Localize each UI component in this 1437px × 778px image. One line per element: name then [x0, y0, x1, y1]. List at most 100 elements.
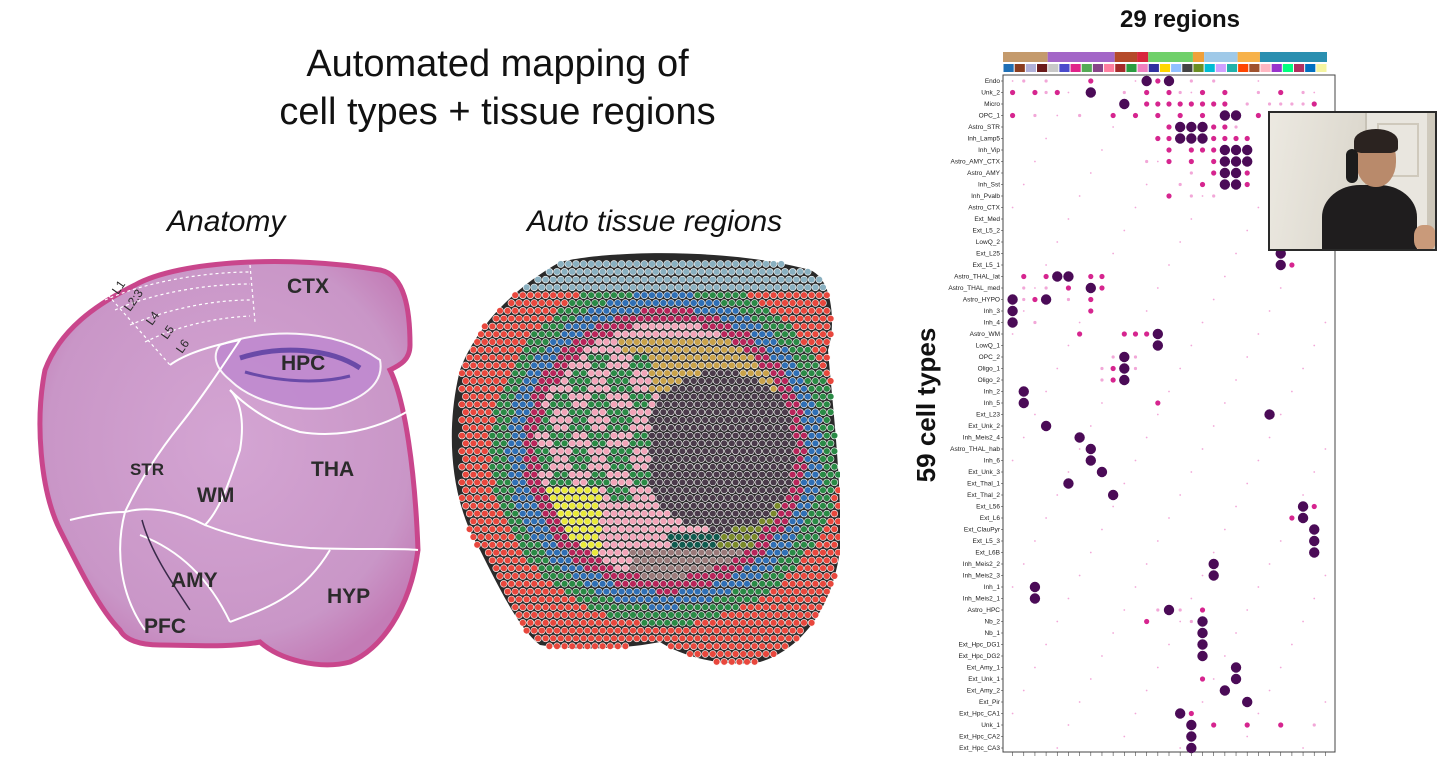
region-spot — [785, 463, 793, 471]
region-spot — [511, 603, 519, 611]
region-spot — [659, 346, 668, 354]
region-spot — [602, 634, 611, 643]
region-spot — [823, 478, 831, 487]
region-spot — [807, 400, 816, 409]
region-spot — [644, 314, 652, 323]
region-spot — [697, 314, 706, 323]
region-spot — [731, 525, 740, 533]
region-spot — [716, 369, 725, 377]
expression-dot — [1166, 158, 1172, 165]
region-spot — [644, 455, 652, 463]
region-spot — [500, 486, 508, 494]
region-spot — [743, 392, 751, 401]
region-spot — [655, 509, 664, 518]
region-spot — [690, 486, 698, 494]
region-spot — [678, 431, 687, 440]
region-color-swatch — [1171, 64, 1182, 72]
region-spot — [644, 439, 652, 448]
region-spot — [610, 572, 618, 580]
region-spot — [515, 299, 523, 307]
region-spot — [621, 330, 630, 338]
region-spot — [747, 307, 755, 315]
region-spot — [633, 385, 641, 393]
region-spot — [758, 314, 766, 323]
region-spot — [560, 580, 569, 588]
region-spot — [541, 307, 550, 315]
region-spot — [522, 346, 531, 354]
region-spot — [534, 447, 542, 455]
region-spot — [724, 322, 732, 331]
region-spot — [693, 275, 702, 284]
region-spot — [541, 509, 550, 518]
region-spot — [610, 416, 618, 424]
region-spot — [720, 455, 728, 463]
region-spot — [674, 392, 683, 401]
region-spot — [636, 408, 645, 416]
region-spot — [750, 486, 759, 494]
faint-dot — [1034, 413, 1036, 416]
region-spot — [724, 463, 732, 471]
faint-dot — [1011, 586, 1014, 588]
region-spot — [473, 447, 481, 455]
faint-dot — [1045, 517, 1048, 519]
region-spot — [697, 502, 706, 510]
region-spot — [720, 470, 728, 479]
region-spot — [530, 314, 538, 323]
expression-dot — [1088, 273, 1094, 280]
region-spot — [762, 541, 770, 549]
region-spot — [598, 626, 607, 635]
region-spot — [705, 626, 713, 635]
region-spot — [667, 283, 675, 292]
region-spot — [477, 377, 485, 385]
region-spot — [663, 353, 671, 362]
region-spot — [538, 533, 546, 541]
region-spot — [576, 502, 584, 510]
region-spot — [492, 314, 500, 323]
region-spot — [807, 494, 816, 502]
region-spot — [541, 463, 550, 471]
region-spot — [758, 299, 766, 307]
region-spot — [747, 541, 755, 549]
region-spot — [674, 299, 683, 307]
region-spot — [766, 377, 774, 385]
region-spot — [663, 322, 671, 331]
region-spot — [473, 400, 481, 409]
region-spot — [796, 517, 804, 526]
region-spot — [625, 478, 633, 487]
region-spot — [804, 611, 812, 619]
expression-dot — [1174, 133, 1186, 144]
region-spot — [538, 361, 546, 370]
region-spot — [629, 486, 637, 494]
region-spot — [686, 275, 694, 284]
region-spot — [587, 587, 595, 596]
region-spot — [807, 353, 816, 362]
region-spot — [830, 572, 839, 580]
region-spot — [667, 330, 675, 338]
faint-dot — [1101, 402, 1103, 404]
region-spot — [610, 447, 618, 455]
region-spot — [678, 603, 687, 611]
region-spot — [773, 517, 782, 526]
region-spot — [591, 408, 599, 416]
region-spot — [530, 486, 538, 494]
region-spot — [492, 533, 500, 541]
region-spot — [762, 509, 770, 518]
region-spot — [762, 307, 770, 315]
region-spot — [557, 634, 565, 643]
region-spot — [503, 494, 512, 502]
region-spot — [591, 268, 599, 276]
expression-dot — [1290, 102, 1294, 106]
region-spot — [720, 392, 728, 401]
region-spot — [758, 439, 766, 448]
region-spot — [511, 322, 519, 331]
region-spot — [701, 291, 709, 299]
region-spot — [583, 424, 592, 432]
region-spot — [534, 338, 542, 346]
region-spot — [557, 509, 565, 518]
region-spot — [815, 322, 823, 331]
region-spot — [671, 634, 679, 643]
region-spot — [507, 377, 516, 385]
faint-dot — [1168, 643, 1170, 646]
region-spot — [701, 587, 709, 596]
celltype-label: Ext_L5_2 — [973, 228, 1001, 235]
